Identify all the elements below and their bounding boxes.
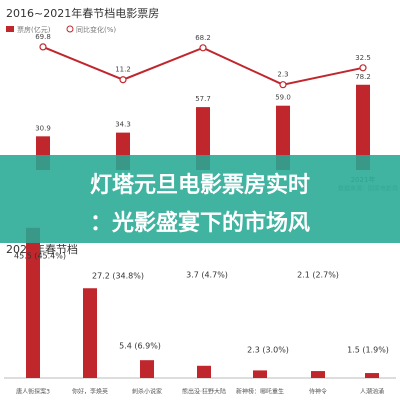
data-label: 2.3 (3.0%) [247,346,289,355]
legend-label: 票房(亿元) [17,25,51,34]
point [199,44,207,52]
x-tick-label: 刺杀小说家 [132,388,162,396]
bar [140,360,154,378]
data-label: 27.2 (34.8%) [92,272,144,281]
data-label: 34.3 [115,121,131,129]
bar [356,84,370,170]
bar [311,371,325,378]
bar [276,105,290,170]
data-label: 11.2 [115,66,131,74]
point [39,43,47,51]
bar [253,370,267,378]
data-label: 59.0 [275,94,291,102]
data-label: 30.9 [35,124,51,132]
chart-title: 2021年春节档 [6,242,78,256]
x-tick-label: 你好，李焕英 [72,388,108,396]
x-tick-label: 人潮汹涌 [360,388,384,396]
x-tick-label: 唐人街探案3 [16,388,50,396]
legend-label: 同比变化(%) [76,25,116,34]
chart-title: 2016~2021年春节档电影票房 [6,6,159,20]
bar [197,365,211,378]
point [279,81,287,89]
bar [365,373,379,378]
data-label: 2.3 [277,71,288,79]
legend-swatch [6,26,14,32]
headline-band [0,155,400,243]
data-label: 45.5 (45.4%) [14,252,66,261]
x-tick-label: 新神榜：哪吒重生 [236,388,284,396]
data-label: 57.7 [195,95,211,103]
legend-swatch [66,25,74,33]
data-label: 2.1 (2.7%) [297,271,339,280]
data-label: 5.4 (6.9%) [119,342,161,351]
data-label: 3.7 (4.7%) [186,271,228,280]
x-tick-label: 熊出没·狂野大陆 [182,388,226,396]
bar [196,107,210,170]
point [359,64,367,72]
data-label: 1.5 (1.9%) [347,346,389,355]
x-tick-label: 侍神令 [309,388,327,396]
data-label: 78.2 [355,73,371,81]
point [119,76,127,84]
data-label: 69.8 [35,33,51,41]
data-label: 32.5 [355,54,371,62]
bar [26,227,40,378]
bar [83,288,97,378]
headline-line: 灯塔元旦电影票房实时 [90,172,310,198]
headline-line: ：光影盛宴下的市场风 [90,210,310,236]
data-label: 68.2 [195,34,211,42]
